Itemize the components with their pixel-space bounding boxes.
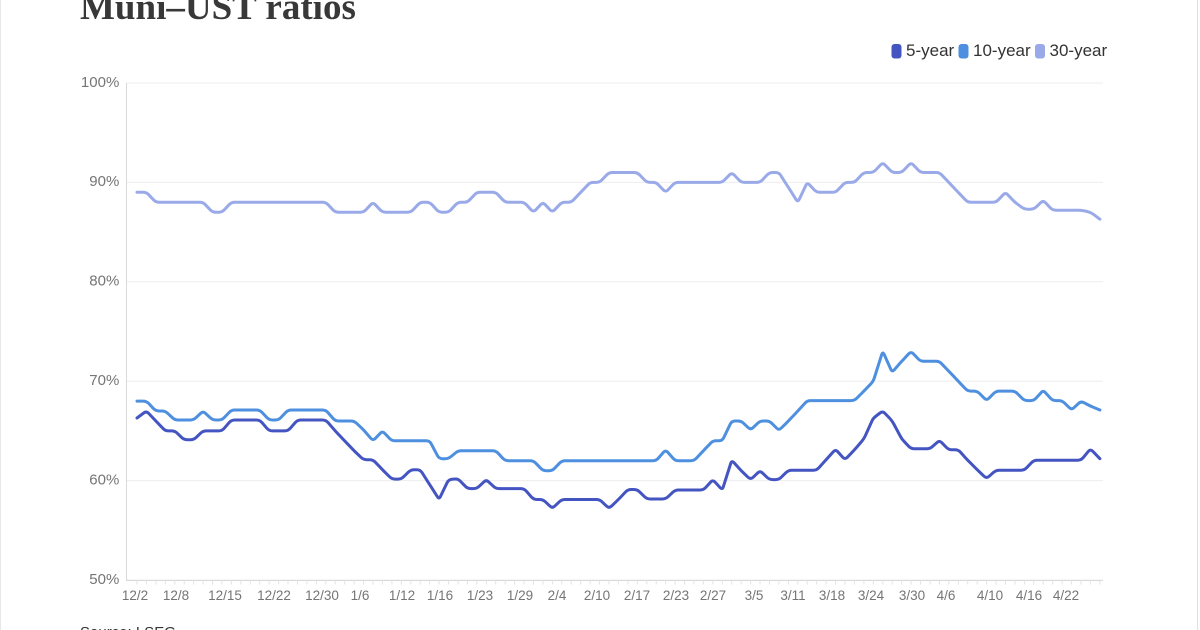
svg-text:3/11: 3/11: [780, 588, 805, 603]
svg-text:12/30: 12/30: [305, 588, 339, 603]
svg-text:12/22: 12/22: [257, 588, 291, 603]
svg-text:3/18: 3/18: [819, 588, 845, 603]
svg-text:1/29: 1/29: [507, 588, 533, 603]
svg-text:70%: 70%: [89, 372, 119, 389]
svg-text:1/23: 1/23: [467, 588, 493, 603]
svg-text:4/16: 4/16: [1016, 588, 1042, 603]
svg-text:2/23: 2/23: [663, 588, 689, 603]
svg-text:60%: 60%: [89, 471, 119, 488]
svg-text:3/24: 3/24: [858, 588, 885, 603]
svg-text:50%: 50%: [89, 571, 119, 588]
svg-text:4/22: 4/22: [1053, 588, 1079, 603]
svg-text:30-year: 30-year: [1050, 41, 1108, 60]
svg-text:4/6: 4/6: [937, 588, 956, 603]
svg-text:2/27: 2/27: [700, 588, 726, 603]
svg-text:3/5: 3/5: [745, 588, 764, 603]
svg-text:12/8: 12/8: [163, 588, 189, 603]
svg-text:1/6: 1/6: [351, 588, 370, 603]
svg-text:2/17: 2/17: [624, 588, 650, 603]
svg-text:1/12: 1/12: [389, 588, 415, 603]
svg-text:90%: 90%: [89, 173, 119, 190]
svg-text:2/10: 2/10: [584, 588, 610, 603]
svg-text:4/10: 4/10: [977, 588, 1003, 603]
svg-text:3/30: 3/30: [899, 588, 925, 603]
svg-text:2/4: 2/4: [548, 588, 567, 603]
svg-text:10-year: 10-year: [973, 41, 1031, 60]
svg-text:80%: 80%: [89, 273, 119, 290]
svg-text:1/16: 1/16: [427, 588, 453, 603]
svg-text:5-year: 5-year: [906, 41, 955, 60]
svg-text:12/15: 12/15: [208, 588, 242, 603]
svg-text:12/2: 12/2: [122, 588, 148, 603]
svg-text:100%: 100%: [81, 74, 119, 91]
